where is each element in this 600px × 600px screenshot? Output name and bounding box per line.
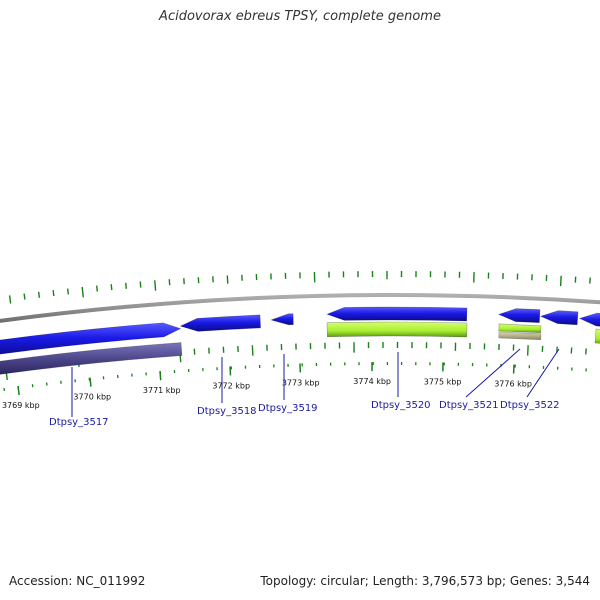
feature-track [0, 306, 600, 377]
gc-skew-tick [81, 286, 84, 298]
genome-backbone [0, 293, 600, 323]
cds-dtpsy-3521[interactable] [497, 308, 541, 323]
scale-label: 3773 kbp [282, 378, 320, 387]
cds-dtpsy-3519[interactable] [270, 313, 294, 326]
scale-label: 3776 kbp [494, 380, 532, 389]
cds-dtpsy-3520[interactable] [326, 306, 468, 322]
gene-label[interactable]: Dtpsy_3517 [49, 417, 109, 428]
gene-label[interactable]: Dtpsy_3518 [197, 406, 257, 417]
scale-major-tick [159, 371, 162, 381]
pseudo-feature-3521[interactable] [498, 331, 542, 341]
genome-summary: Topology: circular; Length: 3,796,573 bp… [260, 574, 590, 588]
scale-label: 3772 kbp [212, 381, 250, 390]
scale-label: 3769 kbp [2, 401, 40, 410]
cds-dtpsy-3522[interactable] [539, 310, 579, 326]
scale-label: 3774 kbp [353, 377, 391, 386]
cds-dtpsy-3517[interactable] [0, 322, 182, 357]
rna-feature-edge[interactable] [594, 328, 600, 345]
gene-label[interactable]: Dtpsy_3520 [371, 400, 431, 411]
gc-skew-tick [37, 291, 41, 298]
scale-label: 3770 kbp [73, 393, 111, 402]
gc-skew-tick [154, 280, 157, 291]
cds-dtpsy-3518[interactable] [179, 314, 261, 332]
gc-skew-tick [8, 295, 12, 304]
gene-leader-line [526, 348, 560, 398]
map-title: Acidovorax ebreus TPSY, complete genome [159, 9, 441, 24]
scale-track: 3769 kbp 3770 kbp 3771 kbp 3772 kbp 3773 kbp… [2, 362, 587, 410]
scale-label: 3775 kbp [424, 377, 462, 386]
gene-label[interactable]: Dtpsy_3519 [258, 403, 318, 414]
gene-label[interactable]: Dtpsy_3522 [500, 400, 560, 411]
gc-skew-tick [66, 288, 70, 295]
feature-reverse-band[interactable] [0, 342, 183, 377]
gc-skew-tick [125, 282, 127, 289]
gc-skew-tick [96, 285, 98, 292]
accession-label: Accession: NC_011992 [9, 574, 146, 588]
rna-feature-3521[interactable] [498, 323, 542, 334]
gc-skew-tick [110, 284, 113, 291]
gene-label-track: Dtpsy_3517 Dtpsy_3518 Dtpsy_3519 Dtpsy_3520… [49, 348, 560, 428]
gc-skew-tick [23, 293, 26, 300]
backbone-ring [0, 293, 600, 323]
gc-skew-tick [139, 281, 142, 288]
gc-skew-tick [52, 290, 55, 297]
scale-major-tick [17, 385, 20, 396]
rna-feature-3520[interactable] [326, 321, 468, 338]
gene-label[interactable]: Dtpsy_3521 [439, 400, 499, 411]
scale-label: 3771 kbp [143, 386, 181, 395]
gene-leader-line [465, 348, 521, 398]
gc-skew-tick [559, 275, 562, 287]
cds-next[interactable] [578, 312, 600, 328]
gc-skew-track [4, 271, 591, 381]
scale-major-tick [89, 377, 92, 387]
